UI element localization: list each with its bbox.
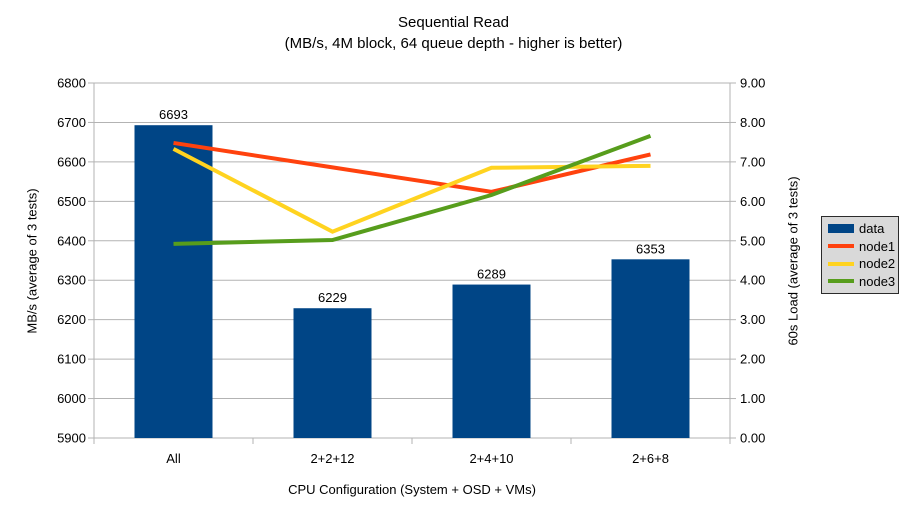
y-axis-tick-label-left: 6500: [57, 194, 86, 209]
legend-item-node2: node2: [828, 256, 896, 272]
y-axis-tick-label-left: 6700: [57, 115, 86, 130]
y-axis-tick-label-right: 3.00: [740, 312, 765, 327]
legend-swatch-node2: [828, 261, 854, 266]
bar-value-label: 6693: [159, 107, 188, 122]
y-axis-tick-label-right: 7.00: [740, 154, 765, 169]
bar-value-label: 6353: [636, 241, 665, 256]
legend-swatch-data: [828, 224, 854, 234]
y-axis-tick-label-right: 8.00: [740, 115, 765, 130]
legend-label: node2: [859, 256, 896, 272]
line-node3: [173, 133, 652, 246]
legend-item-data: data: [828, 222, 892, 235]
y-axis-tick-label-left: 5900: [57, 431, 86, 446]
bar-value-label: 6229: [318, 290, 347, 305]
y-axis-tick-label-right: 5.00: [740, 233, 765, 248]
x-axis-category-label: 2+6+8: [632, 451, 669, 466]
x-axis-title: CPU Configuration (System + OSD + VMs): [288, 482, 536, 497]
bar-2+6+8: [611, 259, 690, 438]
y-axis-tick-label-left: 6800: [57, 76, 86, 91]
y-axis-tick-label-left: 6200: [57, 312, 86, 327]
legend-label: node3: [859, 273, 896, 289]
bar-value-label: 6289: [477, 267, 506, 282]
y-axis-tick-label-right: 4.00: [740, 273, 765, 288]
y-axis-tick-label-left: 6100: [57, 352, 86, 367]
legend-label: data: [859, 221, 885, 237]
legend-swatch-node3: [828, 279, 854, 284]
bar-2+2+12: [293, 308, 372, 438]
y-axis-tick-label-left: 6300: [57, 273, 86, 288]
legend-swatch-node1: [828, 244, 854, 249]
legend-label: node1: [859, 238, 896, 254]
bar-2+4+10: [452, 284, 531, 438]
y-axis-tick-label-left: 6000: [57, 391, 86, 406]
y-axis-tick-label-right: 0.00: [740, 431, 765, 446]
x-axis-category-label: All: [166, 451, 181, 466]
y-axis-tick-label-right: 2.00: [740, 352, 765, 367]
legend-item-node1: node1: [828, 238, 896, 254]
legend-item-node3: node3: [828, 273, 896, 289]
line-node1: [173, 140, 651, 194]
y-axis-tick-label-right: 6.00: [740, 194, 765, 209]
bar-All: [134, 125, 213, 438]
chart-subtitle: (MB/s, 4M block, 64 queue depth - higher…: [284, 35, 623, 52]
y-axis-tick-label-left: 6600: [57, 154, 86, 169]
y-axis-tick-label-right: 1.00: [740, 391, 765, 406]
x-axis-category-label: 2+2+12: [310, 451, 354, 466]
y-axis-tick-label-left: 6400: [57, 233, 86, 248]
y-axis-tick-label-right: 9.00: [740, 76, 765, 91]
x-axis-category-label: 2+4+10: [469, 451, 513, 466]
legend: data node1 node2 node3: [821, 216, 899, 294]
chart-title-block: Sequential Read (MB/s, 4M block, 64 queu…: [0, 12, 907, 54]
chart-title: Sequential Read: [398, 14, 509, 31]
